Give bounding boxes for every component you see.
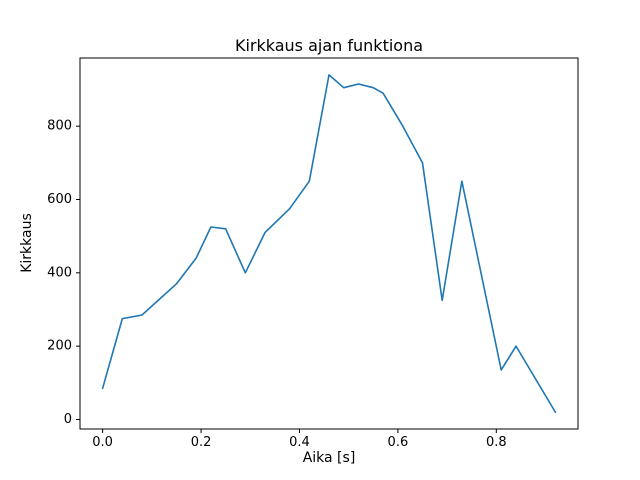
y-tick-label: 400 — [47, 265, 72, 280]
x-axis-label: Aika [s] — [302, 450, 356, 466]
x-tick-label: 0.6 — [388, 435, 409, 450]
axes-spine — [79, 57, 579, 430]
y-axis-label: Kirkkaus — [19, 213, 35, 273]
data-line — [101, 74, 557, 413]
y-tick-label: 600 — [47, 192, 72, 207]
y-tick-label: 200 — [47, 339, 72, 354]
x-tick-label: 0.8 — [486, 435, 507, 450]
y-tick-label: 800 — [47, 119, 72, 134]
y-tick-label: 0 — [64, 412, 72, 427]
x-tick-label: 0.4 — [289, 435, 310, 450]
chart-title: Kirkkaus ajan funktiona — [234, 36, 424, 55]
x-tick-label: 0.2 — [191, 435, 212, 450]
x-tick-label: 0.0 — [92, 435, 113, 450]
